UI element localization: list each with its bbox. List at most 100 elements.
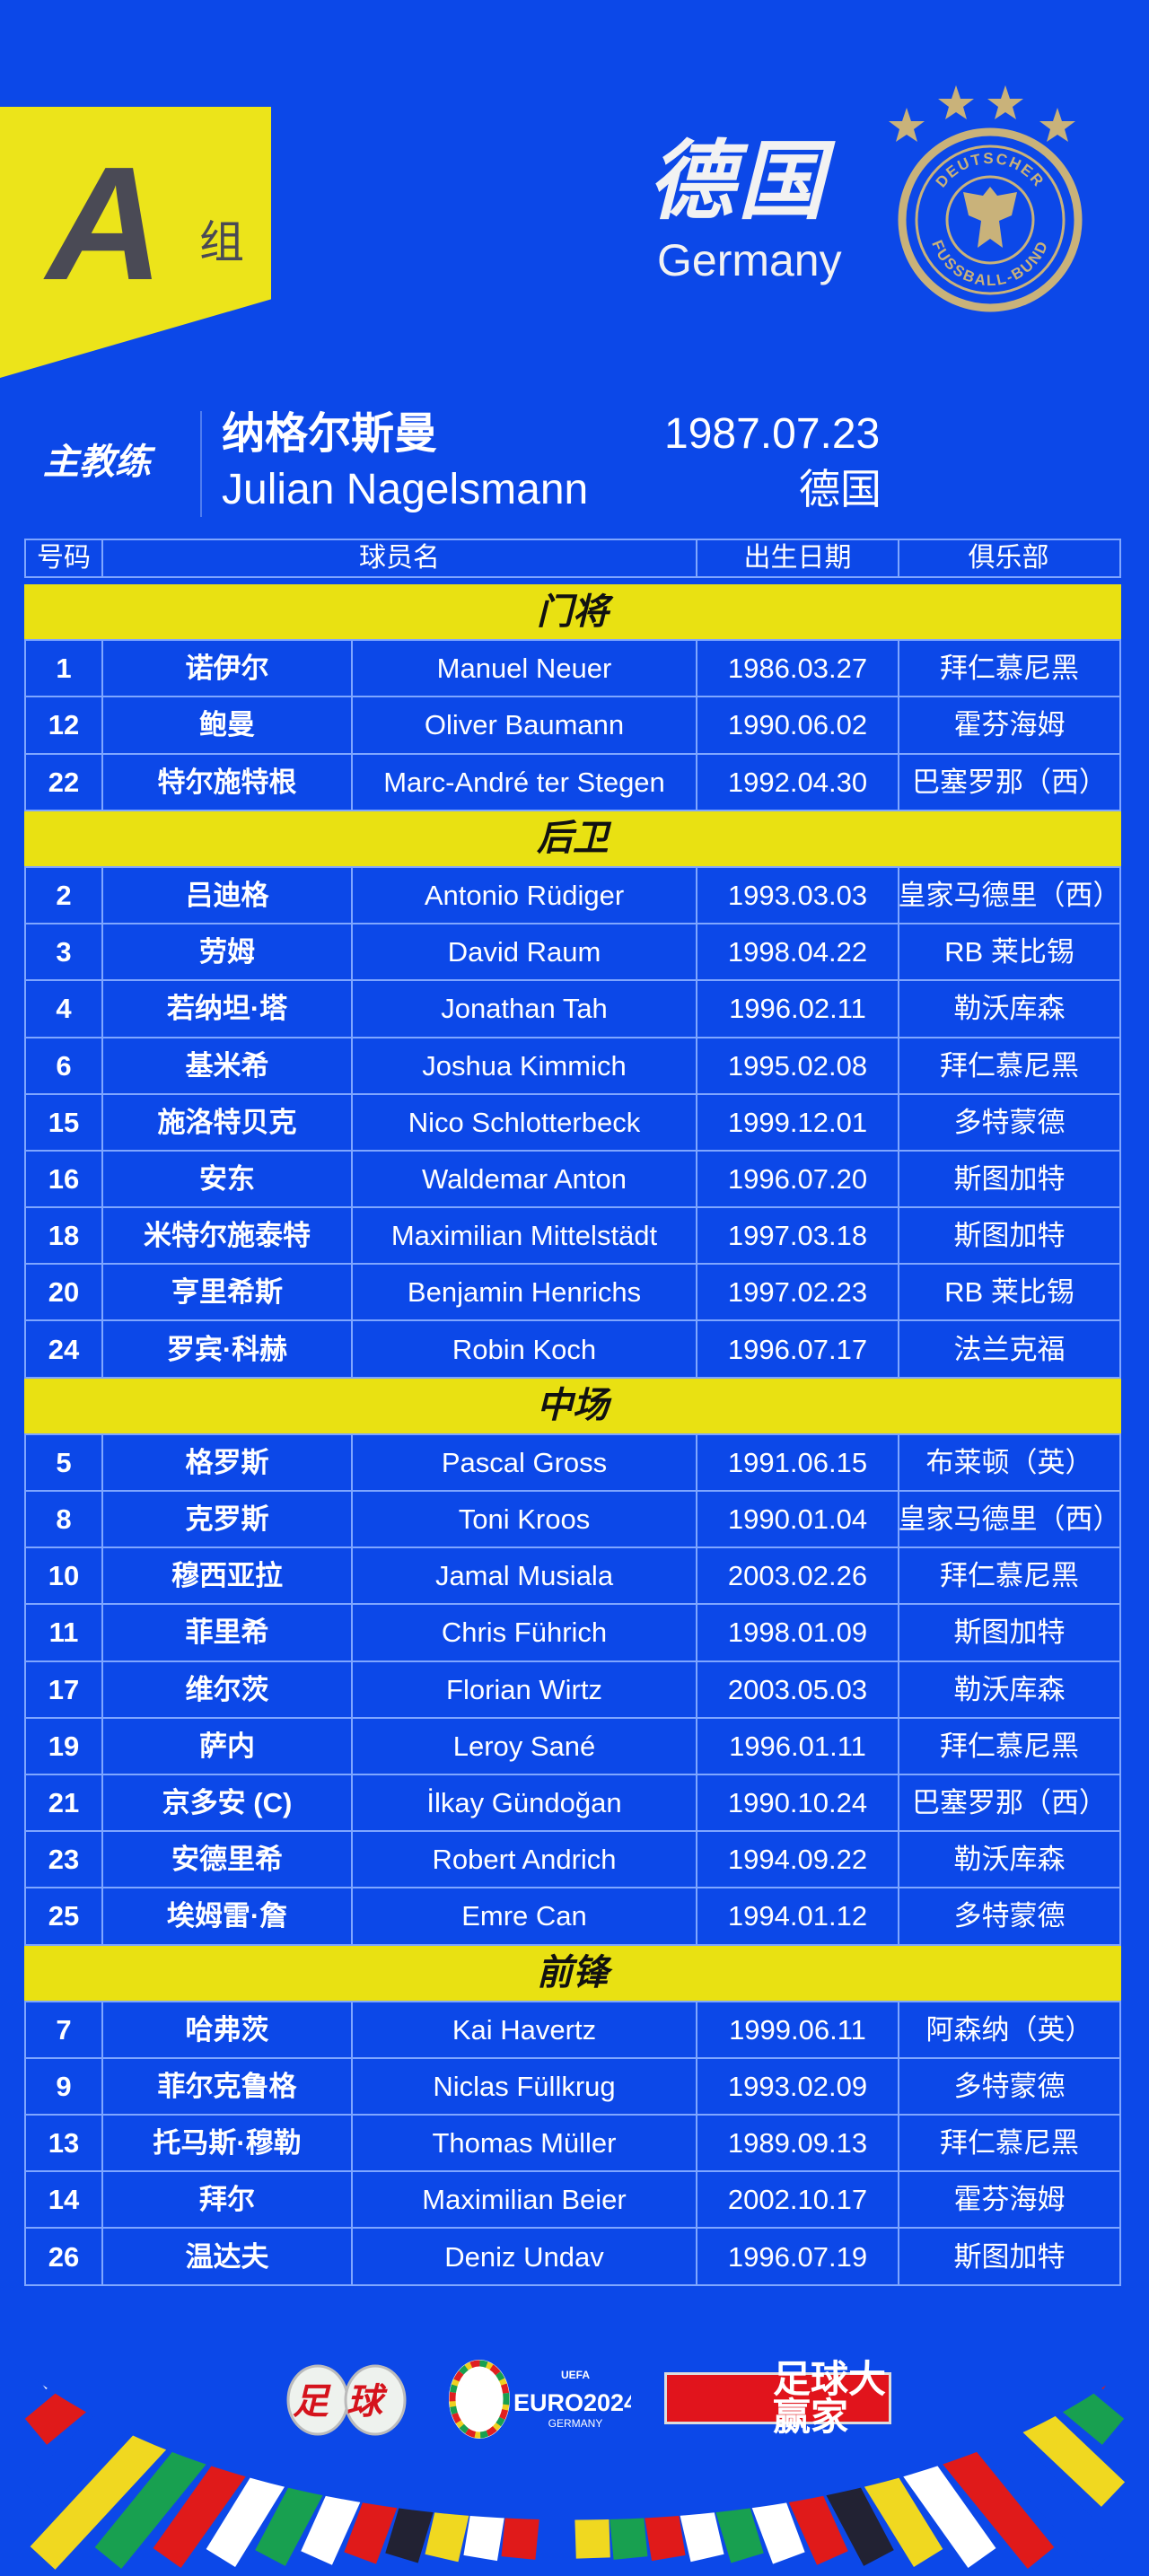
player-name-cn: 京多安 (C) [103, 1774, 353, 1831]
header-player-name: 球员名 [103, 540, 697, 576]
player-number: 12 [26, 697, 103, 753]
player-club: 法兰克福 [953, 1333, 1066, 1365]
player-name-cn: 鲍曼 [103, 697, 353, 753]
player-name-cn: 克罗斯 [103, 1492, 353, 1547]
player-name-cn: 埃姆雷·詹 [103, 1888, 353, 1944]
coach-divider [200, 411, 202, 517]
player-number: 9 [26, 2058, 103, 2115]
player-name-en: Leroy Sané [353, 1718, 697, 1774]
player-name-cn: 基米希 [103, 1038, 353, 1093]
player-name-cn: 格罗斯 [103, 1434, 353, 1490]
player-birthdate: 2003.05.03 [697, 1661, 899, 1717]
player-birthdate: 1992.04.30 [697, 754, 899, 810]
player-number: 4 [26, 981, 103, 1037]
table-row: 25 埃姆雷·詹 Emre Can 1994.01.12 多特蒙德 [24, 1888, 1121, 1946]
svg-text:GERMANY: GERMANY [548, 2417, 603, 2430]
player-name-en: Florian Wirtz [353, 1661, 697, 1717]
player-club: 勒沃库森 [953, 993, 1066, 1025]
table-row: 21 京多安 (C) İlkay Gündoğan 1990.10.24 巴塞罗那（西） [24, 1774, 1121, 1833]
table-row: 19 萨内 Leroy Sané 1996.01.11 拜仁慕尼黑 [24, 1718, 1121, 1775]
player-name-cn: 哈弗茨 [103, 2002, 353, 2057]
player-name-en: İlkay Gündoğan [353, 1774, 697, 1831]
player-name-cn: 劳姆 [103, 924, 353, 980]
player-birthdate: 1993.03.03 [697, 867, 899, 924]
coach-label: 主教练 [43, 442, 151, 482]
player-name-cn: 若纳坦·塔 [103, 981, 353, 1037]
player-club: 多特蒙德 [953, 2070, 1066, 2102]
squad-table: 号码 球员名 出生日期 俱乐部 门将 1 诺伊尔 Manuel Neuer 1986.0… [24, 539, 1121, 2286]
player-number: 22 [26, 754, 103, 810]
player-name-en: Jamal Musiala [353, 1548, 697, 1604]
section-header: 前锋 [24, 1945, 1121, 2002]
svg-text:足球: 足球 [293, 2382, 400, 2422]
player-name-en: Joshua Kimmich [353, 1038, 697, 1093]
svg-text:DEUTSCHER: DEUTSCHER [933, 150, 1048, 191]
player-club: RB 莱比锡 [944, 1276, 1074, 1309]
player-number: 25 [26, 1888, 103, 1944]
group-suffix: 组 [199, 217, 244, 267]
player-club: 斯图加特 [953, 1162, 1066, 1195]
player-number: 19 [26, 1718, 103, 1774]
player-birthdate: 1993.02.09 [697, 2058, 899, 2115]
zuqiu-dayingjia-logo: 足球大赢家 [664, 2361, 891, 2436]
player-birthdate: 1990.01.04 [697, 1492, 899, 1547]
player-name-cn: 罗宾·科赫 [103, 1321, 353, 1377]
player-club: 拜仁慕尼黑 [940, 1730, 1079, 1762]
table-row: 22 特尔施特根 Marc-André ter Stegen 1992.04.30 巴塞… [24, 754, 1121, 811]
header-number: 号码 [26, 540, 103, 576]
player-birthdate: 1997.02.23 [697, 1265, 899, 1320]
coach-dob: 1987.07.23 [664, 410, 881, 458]
player-birthdate: 1986.03.27 [697, 641, 899, 697]
table-row: 4 若纳坦·塔 Jonathan Tah 1996.02.11 勒沃库森 [24, 981, 1121, 1038]
table-row: 17 维尔茨 Florian Wirtz 2003.05.03 勒沃库森 [24, 1661, 1121, 1719]
table-row: 1 诺伊尔 Manuel Neuer 1986.03.27 拜仁慕尼黑 [24, 641, 1121, 698]
eagle-icon [963, 187, 1017, 248]
zuqiu-logo: 足球 [286, 2364, 407, 2436]
player-birthdate: 1990.10.24 [697, 1774, 899, 1831]
player-name-en: Waldemar Anton [353, 1151, 697, 1207]
player-name-en: Thomas Müller [353, 2116, 697, 2171]
player-name-cn: 温达夫 [103, 2229, 353, 2284]
player-number: 10 [26, 1548, 103, 1604]
table-row: 6 基米希 Joshua Kimmich 1995.02.08 拜仁慕尼黑 [24, 1038, 1121, 1095]
player-number: 8 [26, 1492, 103, 1547]
player-club: 勒沃库森 [953, 1673, 1066, 1705]
table-row: 2 吕迪格 Antonio Rüdiger 1993.03.03 皇家马德里（西） [24, 867, 1121, 925]
section-header: 中场 [24, 1378, 1121, 1435]
player-club: 皇家马德里（西） [899, 880, 1119, 912]
player-name-en: Maximilian Mittelstädt [353, 1208, 697, 1264]
player-number: 17 [26, 1661, 103, 1717]
player-number: 11 [26, 1605, 103, 1660]
player-birthdate: 1998.01.09 [697, 1605, 899, 1660]
player-name-en: Deniz Undav [353, 2229, 697, 2284]
player-name-en: Benjamin Henrichs [353, 1265, 697, 1320]
header-club: 俱乐部 [968, 543, 1049, 573]
player-name-en: Niclas Füllkrug [353, 2058, 697, 2115]
player-club: 拜仁慕尼黑 [940, 1049, 1079, 1082]
player-number: 18 [26, 1208, 103, 1264]
player-club: 多特蒙德 [953, 1900, 1066, 1932]
player-name-cn: 维尔茨 [103, 1661, 353, 1717]
svg-text:UEFA: UEFA [561, 2369, 590, 2381]
player-number: 14 [26, 2172, 103, 2228]
player-club: 拜仁慕尼黑 [940, 653, 1079, 685]
player-birthdate: 1996.07.17 [697, 1321, 899, 1377]
table-row: 20 亨里希斯 Benjamin Henrichs 1997.02.23 RB 莱比锡 [24, 1265, 1121, 1322]
player-birthdate: 1996.07.20 [697, 1151, 899, 1207]
table-body: 门将 1 诺伊尔 Manuel Neuer 1986.03.27 拜仁慕尼黑 12 鲍曼 Oli… [24, 584, 1121, 2286]
table-row: 8 克罗斯 Toni Kroos 1990.01.04 皇家马德里（西） [24, 1492, 1121, 1549]
table-row: 7 哈弗茨 Kai Havertz 1999.06.11 阿森纳（英） [24, 2002, 1121, 2059]
player-name-cn: 安东 [103, 1151, 353, 1207]
player-number: 13 [26, 2116, 103, 2171]
section-header: 后卫 [24, 810, 1121, 868]
table-row: 26 温达夫 Deniz Undav 1996.07.19 斯图加特 [24, 2229, 1121, 2286]
table-row: 11 菲里希 Chris Führich 1998.01.09 斯图加特 [24, 1605, 1121, 1662]
euro2024-logo: UEFA EURO2024 GERMANY [449, 2360, 631, 2439]
coach-name-en: Julian Nagelsmann [222, 466, 589, 513]
player-name-en: Kai Havertz [353, 2002, 697, 2057]
player-club: 斯图加特 [953, 1220, 1066, 1252]
player-name-cn: 诺伊尔 [103, 641, 353, 697]
player-name-en: Pascal Gross [353, 1434, 697, 1490]
player-number: 21 [26, 1774, 103, 1831]
player-number: 7 [26, 2002, 103, 2057]
